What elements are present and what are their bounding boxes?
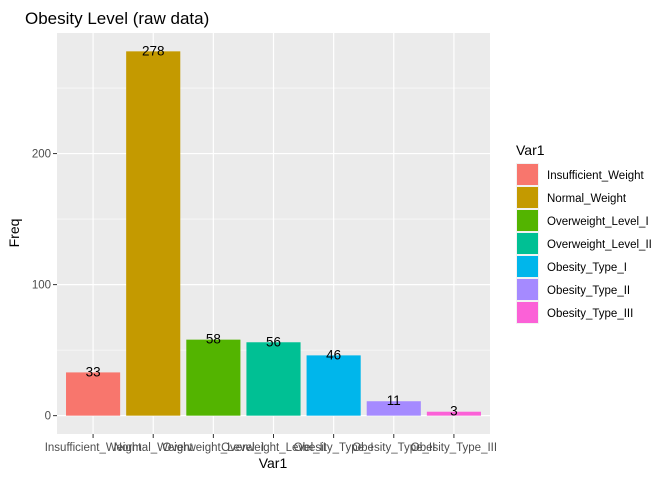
legend-items: Insufficient_Weight Normal_Weight Overweig… (516, 163, 652, 324)
legend-label: Obesity_Type_II (547, 285, 630, 297)
x-tick-label: Overweight_Level_II (221, 442, 326, 454)
data-label: 58 (206, 332, 221, 347)
y-tick-label: 100 (32, 280, 51, 292)
bar-insufficient-weight (66, 372, 121, 416)
y-axis-title: Freq (6, 219, 22, 248)
legend: Var1 Insufficient_Weight Normal_Weight Ove… (516, 142, 652, 324)
legend-swatch (517, 164, 538, 185)
bars (66, 51, 481, 416)
legend-swatch (517, 279, 538, 300)
bar-obesity-type-ii (366, 401, 421, 416)
legend-swatch (517, 256, 538, 277)
x-tick-label: Obesity_Type_I (294, 442, 374, 454)
legend-label: Obesity_Type_III (547, 308, 633, 320)
x-tick-label: Normal_Weight (114, 442, 194, 454)
x-axis-ticks: Insufficient_WeightNormal_WeightOverweig… (45, 434, 497, 454)
legend-swatch (517, 233, 538, 254)
data-label: 56 (266, 334, 281, 349)
legend-title: Var1 (516, 142, 545, 158)
x-tick-label: Obesity_Type_III (411, 442, 497, 454)
legend-swatch (517, 302, 538, 323)
bar-overweight-level-ii (246, 342, 301, 416)
legend-label: Insufficient_Weight (547, 170, 645, 182)
y-tick-label: 200 (32, 149, 51, 161)
data-label: 11 (387, 393, 401, 408)
data-label: 46 (326, 347, 341, 362)
data-label: 278 (142, 43, 165, 58)
data-label: 3 (450, 404, 458, 419)
x-axis-title: Var1 (259, 455, 288, 471)
x-tick-label: Insufficient_Weight (45, 442, 143, 454)
x-tick-label: Obesity_Type_II (352, 442, 435, 454)
x-tick-label: Overweight_Level_I (163, 442, 265, 454)
bar-normal-weight (126, 51, 181, 416)
legend-label: Overweight_Level_II (547, 239, 652, 251)
bar-overweight-level-i (186, 339, 241, 416)
y-tick-label: 0 (45, 411, 51, 423)
legend-swatch (517, 187, 538, 208)
legend-label: Overweight_Level_I (547, 216, 649, 228)
legend-swatch (517, 210, 538, 231)
data-label: 33 (86, 364, 101, 379)
y-axis-ticks: 0 100 200 (32, 149, 57, 423)
data-labels: 33 278 58 56 46 11 3 (86, 43, 458, 418)
bar-obesity-type-i (306, 355, 361, 416)
chart-title: Obesity Level (raw data) (25, 9, 209, 28)
legend-label: Obesity_Type_I (547, 262, 627, 274)
legend-label: Normal_Weight (547, 193, 627, 205)
bar-obesity-type-iii (426, 411, 481, 416)
